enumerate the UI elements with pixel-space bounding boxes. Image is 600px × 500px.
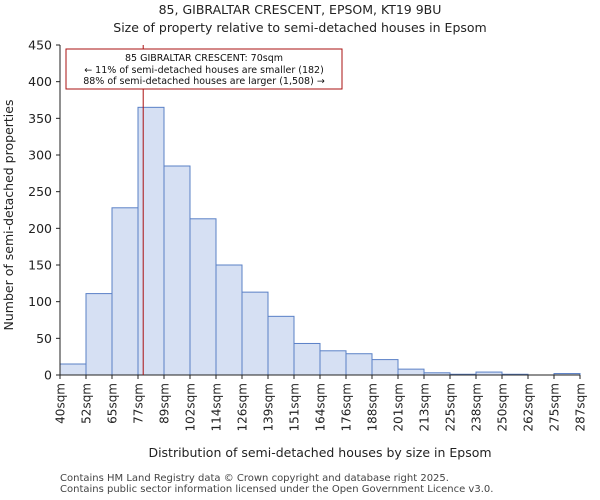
y-tick-label: 300: [28, 148, 52, 163]
y-tick-label: 400: [28, 74, 52, 89]
histogram-bar: [293, 342, 321, 376]
histogram-bar: [319, 350, 347, 376]
y-tick-label: 150: [28, 258, 52, 273]
x-tick-label: 188sqm: [366, 383, 380, 431]
annotation-box: [65, 48, 343, 90]
histogram-bar: [345, 353, 373, 376]
histogram-bar: [371, 359, 399, 376]
x-axis-label: Distribution of semi-detached houses by …: [148, 445, 491, 460]
x-tick-label: 77sqm: [132, 383, 146, 424]
annotation-text: ← 11% of semi-detached houses are smalle…: [84, 65, 324, 76]
x-tick-label: 213sqm: [418, 383, 432, 431]
x-tick-label: 225sqm: [444, 383, 458, 431]
histogram-bar: [215, 264, 243, 376]
x-tick-label: 176sqm: [340, 383, 354, 431]
y-tick-label: 50: [36, 331, 52, 346]
histogram-bar: [85, 293, 113, 376]
footer-line-1: Contains HM Land Registry data © Crown c…: [60, 473, 449, 484]
annotation-text: 85 GIBRALTAR CRESCENT: 70sqm: [125, 53, 283, 64]
x-tick-label: 164sqm: [314, 383, 328, 431]
y-tick-label: 200: [28, 221, 52, 236]
histogram-bar: [397, 368, 425, 376]
y-axis-label: Number of semi-detached properties: [1, 100, 16, 331]
y-tick-label: 250: [28, 184, 52, 199]
histogram-bar: [267, 315, 295, 376]
histogram-bar: [189, 218, 217, 376]
histogram-bar: [137, 106, 165, 376]
x-tick-label: 65sqm: [106, 383, 120, 424]
x-tick-label: 40sqm: [54, 383, 68, 424]
x-tick-label: 275sqm: [548, 383, 562, 431]
histogram-bar: [59, 363, 87, 376]
x-tick-label: 201sqm: [392, 383, 406, 431]
x-tick-label: 102sqm: [184, 383, 198, 431]
histogram-bar: [111, 207, 139, 376]
y-tick-label: 100: [28, 294, 52, 309]
x-tick-label: 114sqm: [210, 383, 224, 431]
footer-line-2: Contains public sector information licen…: [60, 484, 494, 495]
x-tick-label: 52sqm: [80, 383, 94, 424]
x-tick-label: 126sqm: [236, 383, 250, 431]
y-tick-label: 450: [28, 38, 52, 53]
histogram-bar: [241, 291, 269, 376]
histogram-bar: [163, 165, 191, 376]
x-tick-label: 250sqm: [496, 383, 510, 431]
x-tick-label: 262sqm: [522, 383, 536, 431]
x-tick-label: 238sqm: [470, 383, 484, 431]
chart-subtitle: Size of property relative to semi-detach…: [113, 20, 487, 35]
chart-title: 85, GIBRALTAR CRESCENT, EPSOM, KT19 9BU: [158, 2, 442, 17]
x-tick-label: 89sqm: [158, 383, 172, 424]
y-tick-label: 350: [28, 111, 52, 126]
x-tick-label: 287sqm: [574, 383, 588, 431]
x-tick-label: 139sqm: [262, 383, 276, 431]
annotation-text: 88% of semi-detached houses are larger (…: [83, 76, 325, 87]
x-tick-label: 151sqm: [288, 383, 302, 431]
y-tick-label: 0: [44, 368, 52, 383]
